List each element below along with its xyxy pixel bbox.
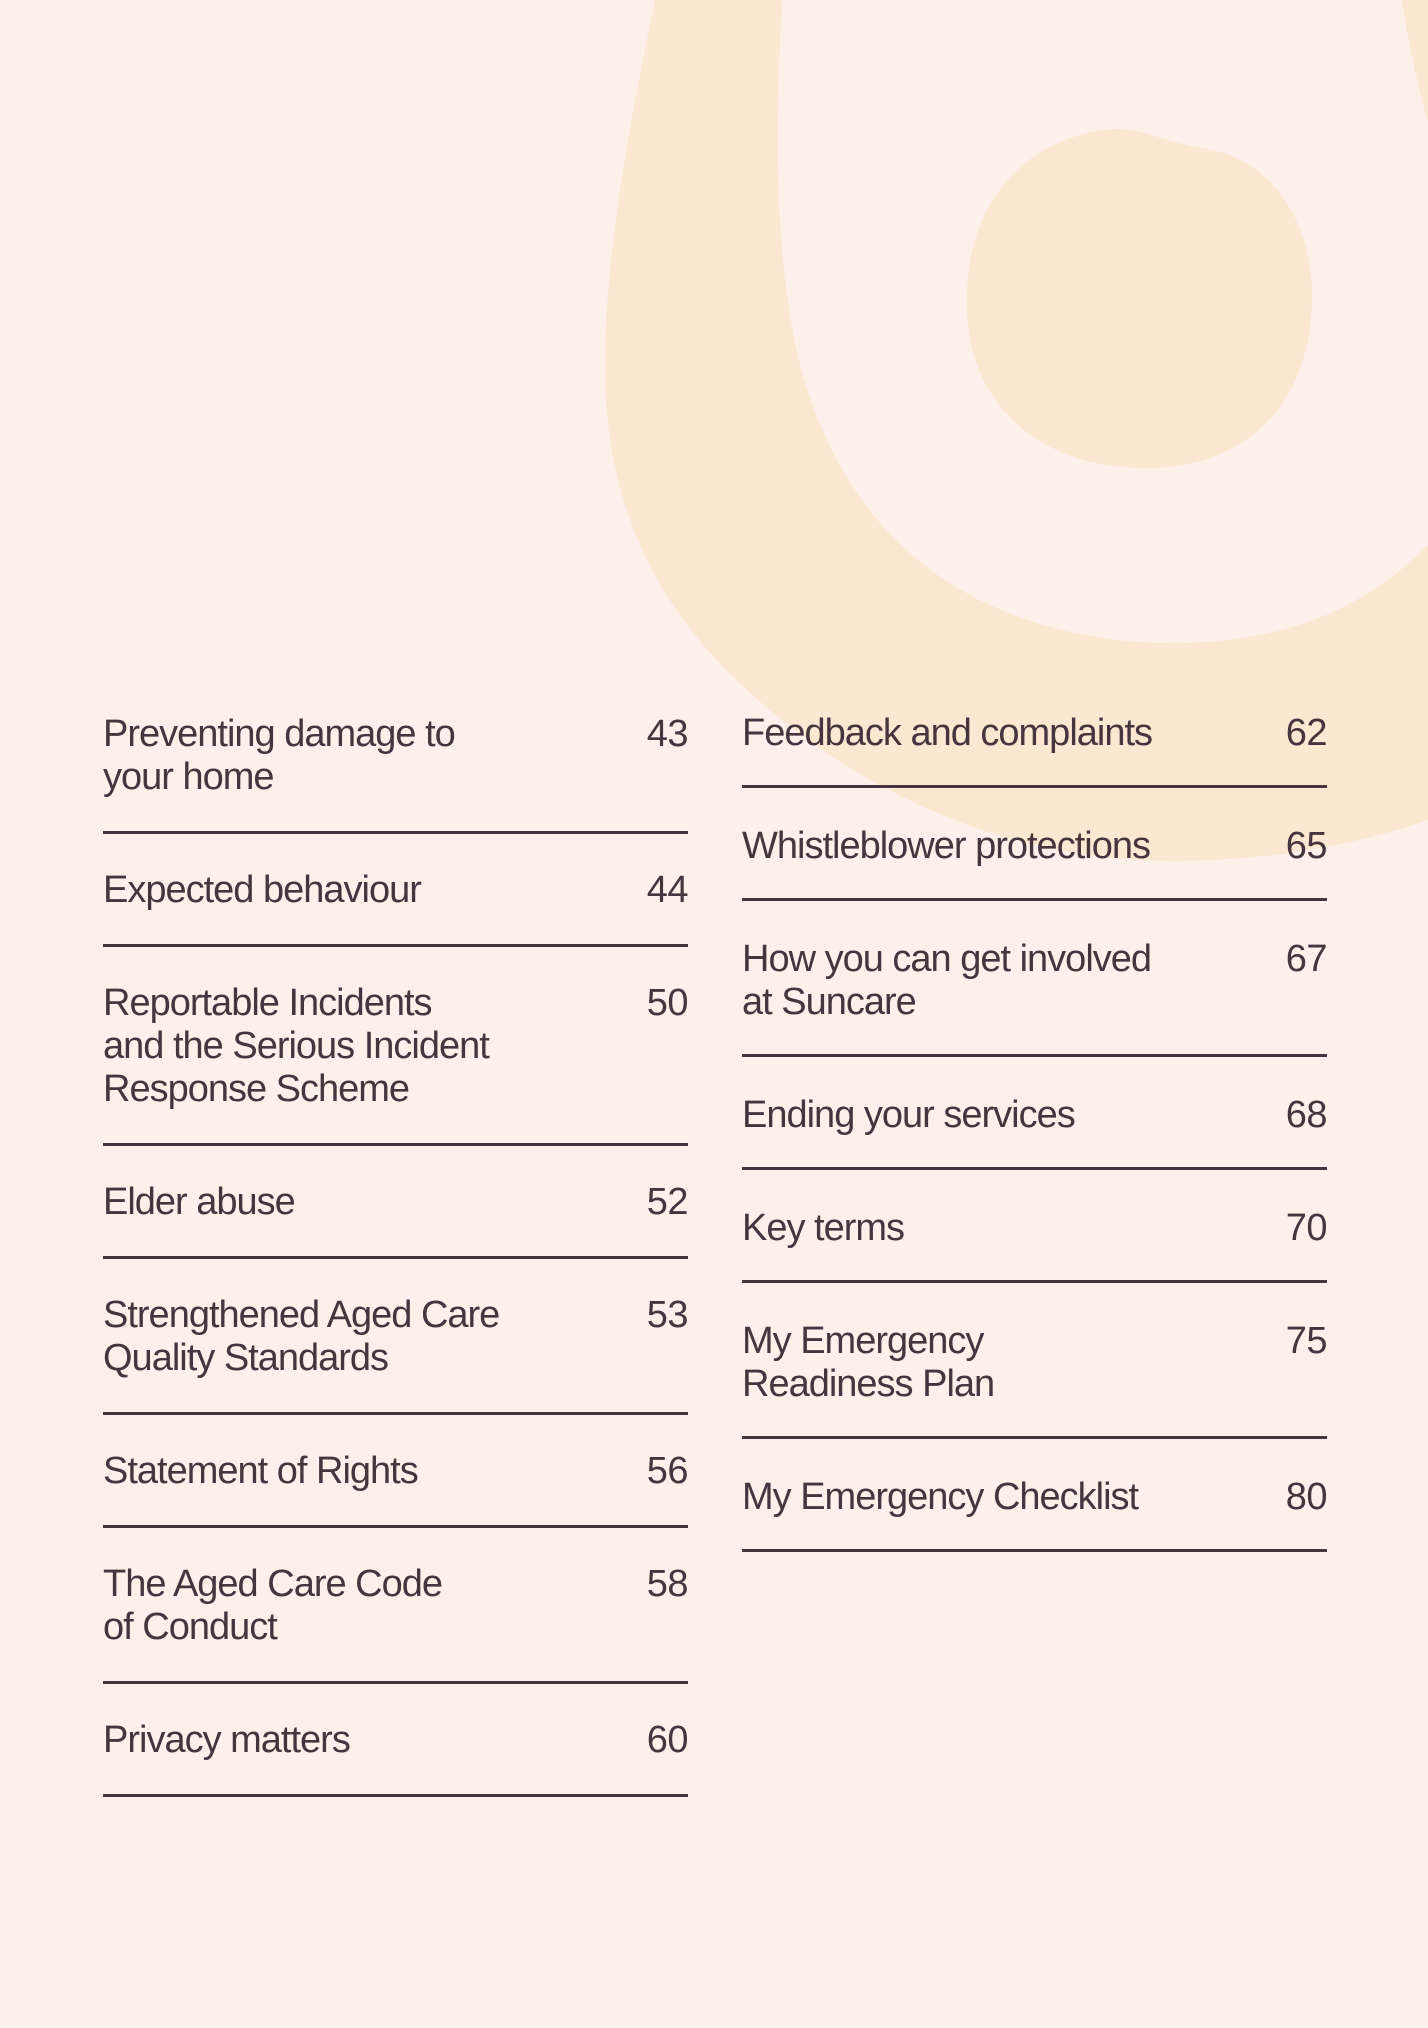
toc-entry-page-number: 70 bbox=[1285, 1207, 1328, 1249]
toc-entry-title: Privacy matters bbox=[103, 1719, 351, 1761]
toc-entry-title: Elder abuse bbox=[103, 1181, 296, 1223]
toc-entry-page-number: 62 bbox=[1285, 712, 1328, 754]
toc-row: Expected behaviour 44 bbox=[103, 834, 689, 947]
toc-entry-page-number: 53 bbox=[646, 1294, 689, 1336]
toc-entry-page-number: 50 bbox=[646, 982, 689, 1024]
toc-entry-title: Feedback and complaints bbox=[742, 712, 1153, 754]
decorative-blob-shape bbox=[966, 128, 1313, 468]
toc-row: Whistleblower protections 65 bbox=[742, 788, 1328, 901]
toc-entry-page-number: 68 bbox=[1285, 1094, 1328, 1136]
toc-column-left: Preventing damage to your home 43 Expect… bbox=[103, 678, 689, 1797]
toc-row: How you can get involved at Suncare 67 bbox=[742, 901, 1328, 1057]
toc-row: Key terms 70 bbox=[742, 1170, 1328, 1283]
toc-entry-page-number: 60 bbox=[646, 1719, 689, 1761]
toc-entry-page-number: 75 bbox=[1285, 1320, 1328, 1362]
toc-entry-page-number: 65 bbox=[1285, 825, 1328, 867]
toc-entry-title: My Emergency Checklist bbox=[742, 1476, 1139, 1518]
toc-row: Preventing damage to your home 43 bbox=[103, 678, 689, 834]
toc-row: The Aged Care Code of Conduct 58 bbox=[103, 1528, 689, 1684]
toc-entry-title: My Emergency Readiness Plan bbox=[742, 1320, 995, 1405]
toc-entry-title: Ending your services bbox=[742, 1094, 1076, 1136]
toc-entry-title: Statement of Rights bbox=[103, 1450, 419, 1492]
toc-entry-title: Whistleblower protections bbox=[742, 825, 1151, 867]
toc-column-right: Feedback and complaints 62 Whistleblower… bbox=[742, 675, 1328, 1552]
toc-entry-title: How you can get involved at Suncare bbox=[742, 938, 1152, 1023]
toc-entry-page-number: 44 bbox=[646, 869, 689, 911]
toc-entry-title: Reportable Incidents and the Serious Inc… bbox=[103, 982, 490, 1110]
toc-entry-title: Strengthened Aged Care Quality Standards bbox=[103, 1294, 500, 1379]
toc-row: My Emergency Readiness Plan 75 bbox=[742, 1283, 1328, 1439]
toc-entry-page-number: 56 bbox=[646, 1450, 689, 1492]
toc-entry-title: Expected behaviour bbox=[103, 869, 422, 911]
toc-entry-title: Key terms bbox=[742, 1207, 905, 1249]
toc-row: Statement of Rights 56 bbox=[103, 1415, 689, 1528]
toc-row: Elder abuse 52 bbox=[103, 1146, 689, 1259]
toc-row: Ending your services 68 bbox=[742, 1057, 1328, 1170]
toc-entry-page-number: 58 bbox=[646, 1563, 689, 1605]
toc-row: Feedback and complaints 62 bbox=[742, 675, 1328, 788]
toc-entry-title: Preventing damage to your home bbox=[103, 713, 456, 798]
toc-row: Privacy matters 60 bbox=[103, 1684, 689, 1797]
toc-row: My Emergency Checklist 80 bbox=[742, 1439, 1328, 1552]
toc-entry-page-number: 52 bbox=[646, 1181, 689, 1223]
toc-entry-page-number: 67 bbox=[1285, 938, 1328, 980]
toc-row: Strengthened Aged Care Quality Standards… bbox=[103, 1259, 689, 1415]
toc-entry-page-number: 80 bbox=[1285, 1476, 1328, 1518]
toc-entry-title: The Aged Care Code of Conduct bbox=[103, 1563, 443, 1648]
toc-row: Reportable Incidents and the Serious Inc… bbox=[103, 947, 689, 1146]
toc-entry-page-number: 43 bbox=[646, 713, 689, 755]
